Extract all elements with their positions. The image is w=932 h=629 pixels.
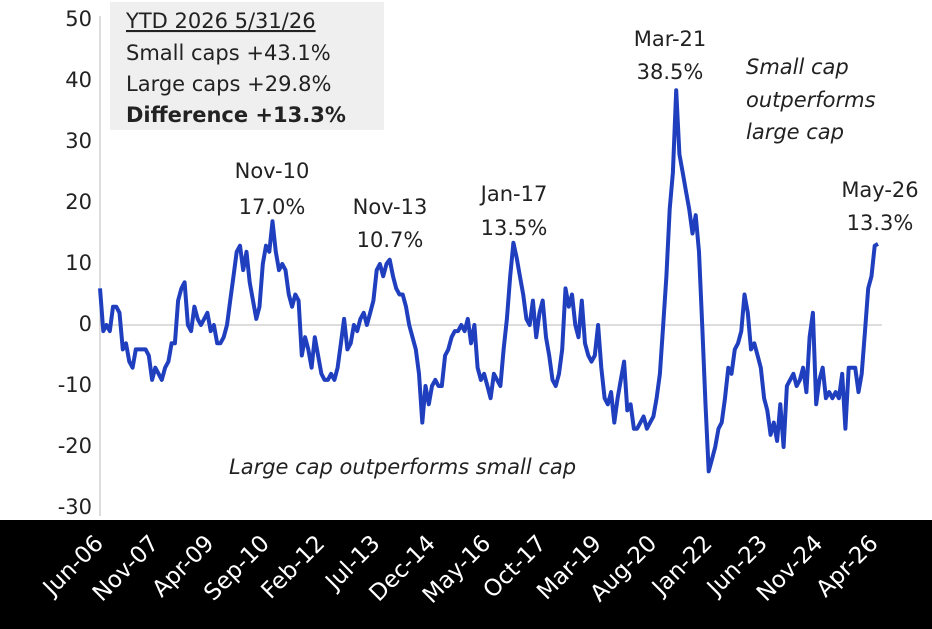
y-tick-label: 0 bbox=[79, 312, 92, 336]
annotation-value: 17.0% bbox=[239, 195, 306, 219]
legend-line: Difference +13.3% bbox=[126, 103, 346, 127]
annotation-date: Mar-21 bbox=[634, 27, 707, 51]
y-tick-label: 40 bbox=[65, 68, 92, 92]
legend-line: Small caps +43.1% bbox=[126, 41, 331, 65]
y-tick-label: -30 bbox=[58, 495, 92, 519]
annotation-value: 10.7% bbox=[357, 228, 424, 252]
y-tick-label: 30 bbox=[65, 129, 92, 153]
annotation-value: 13.5% bbox=[481, 216, 548, 240]
annotation-date: Nov-10 bbox=[235, 159, 310, 183]
y-tick-label: 10 bbox=[65, 251, 92, 275]
legend-line: Large caps +29.8% bbox=[126, 72, 331, 96]
y-tick-label: -20 bbox=[58, 434, 92, 458]
upper-note: outperforms bbox=[746, 88, 876, 112]
x-axis-band bbox=[0, 520, 932, 629]
legend-title: YTD 2026 5/31/26 bbox=[125, 9, 316, 33]
y-tick-label: -10 bbox=[58, 373, 92, 397]
series-line bbox=[98, 88, 879, 474]
y-tick-label: 20 bbox=[65, 190, 92, 214]
annotation-value: 38.5% bbox=[637, 60, 704, 84]
lower-note: Large cap outperforms small cap bbox=[229, 455, 576, 479]
legend-box bbox=[110, 2, 384, 130]
y-tick-label: 50 bbox=[65, 7, 92, 31]
annotation-date: Jan-17 bbox=[479, 182, 548, 206]
annotation-date: Nov-13 bbox=[353, 195, 428, 219]
annotation-date: May-26 bbox=[841, 178, 918, 202]
upper-note: Small cap bbox=[746, 55, 849, 79]
annotation-value: 13.3% bbox=[847, 211, 914, 235]
upper-note: large cap bbox=[746, 120, 844, 144]
